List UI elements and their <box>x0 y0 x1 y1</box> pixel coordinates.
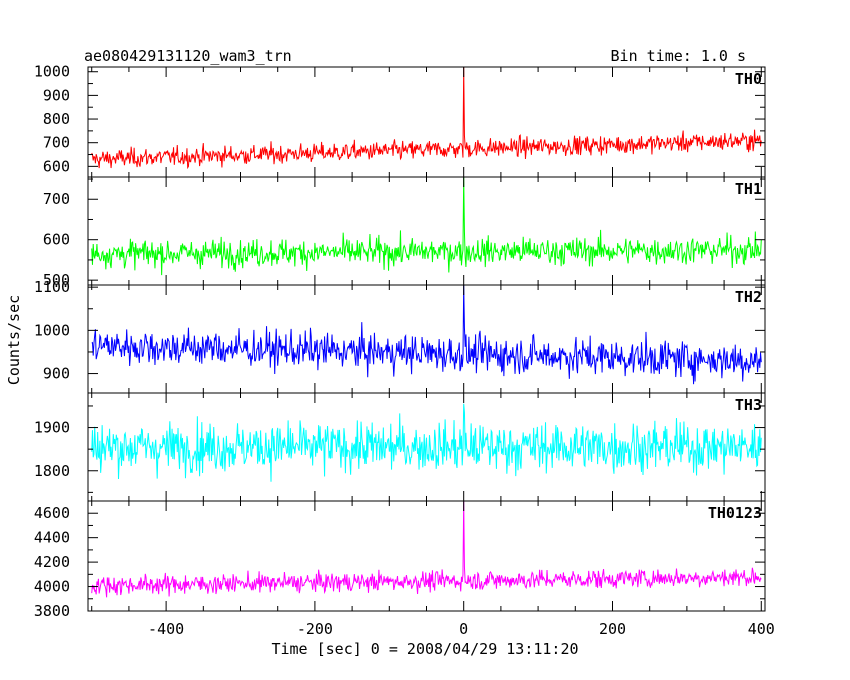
series-line-th2 <box>91 285 762 385</box>
x-tick-label: 400 <box>748 620 775 638</box>
series-line-th0123 <box>91 501 762 598</box>
x-axis-label: Time [sec] 0 = 2008/04/29 13:11:20 <box>271 640 578 658</box>
panel-frame <box>87 284 766 394</box>
series-line-th1 <box>91 177 762 276</box>
y-tick-label: 700 <box>43 190 70 208</box>
series-line-th0 <box>91 67 762 170</box>
y-tick-label: 1000 <box>34 63 70 81</box>
panel-label-th0: TH0 <box>735 70 762 88</box>
panel-th1: 500 600 700 TH1 <box>43 176 766 289</box>
panel-label-th1: TH1 <box>735 180 762 198</box>
chart-panels: 600 700 800 900 1000 TH0 500 600 700 TH1 900 1000 11… <box>34 63 775 638</box>
y-tick-label: 600 <box>43 157 70 175</box>
y-tick-label: 4200 <box>34 553 70 571</box>
panel-frame <box>87 500 766 612</box>
y-tick-label: 1900 <box>34 419 70 437</box>
y-tick-label: 4400 <box>34 529 70 547</box>
chart-subtitle: Bin time: 1.0 s <box>611 47 746 65</box>
x-tick-label: -200 <box>297 620 333 638</box>
y-axis-label: Counts/sec <box>5 295 23 385</box>
panel-frame <box>87 176 766 286</box>
series-line-th3 <box>91 403 762 482</box>
y-tick-label: 500 <box>43 271 70 289</box>
panel-th2: 900 1000 1100 TH2 <box>34 278 766 394</box>
y-tick-label: 900 <box>43 365 70 383</box>
y-tick-label: 1800 <box>34 462 70 480</box>
y-tick-label: 700 <box>43 134 70 152</box>
y-tick-label: 1000 <box>34 321 70 339</box>
panel-label-th3: TH3 <box>735 396 762 414</box>
x-tick-label: -400 <box>148 620 184 638</box>
y-tick-label: 600 <box>43 231 70 249</box>
y-tick-label: 3800 <box>34 602 70 620</box>
y-tick-label: 4600 <box>34 504 70 522</box>
panel-th0123: 3800 4000 4200 4400 4600 TH0123 <box>34 500 766 620</box>
chart-title: ae080429131120_wam3_trn <box>84 47 292 65</box>
panel-label-th0123: TH0123 <box>708 504 762 522</box>
y-tick-label: 800 <box>43 110 70 128</box>
y-tick-label: 1100 <box>34 278 70 296</box>
panel-th0: 600 700 800 900 1000 TH0 <box>34 63 766 178</box>
panel-th3: 1800 1900 TH3 <box>34 392 766 502</box>
x-tick-label: 200 <box>599 620 626 638</box>
x-tick-label: 0 <box>459 620 468 638</box>
panel-label-th2: TH2 <box>735 288 762 306</box>
y-tick-label: 900 <box>43 86 70 104</box>
y-tick-label: 4000 <box>34 578 70 596</box>
